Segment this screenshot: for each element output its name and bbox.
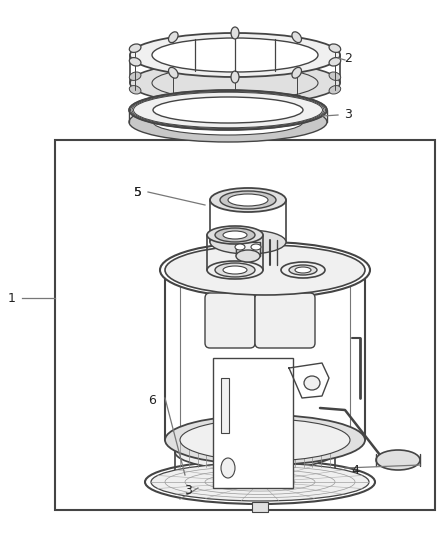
Ellipse shape	[231, 99, 239, 111]
Ellipse shape	[221, 458, 235, 478]
Ellipse shape	[153, 97, 303, 123]
Ellipse shape	[329, 86, 341, 94]
Ellipse shape	[180, 419, 350, 461]
Ellipse shape	[231, 27, 239, 39]
Ellipse shape	[223, 231, 247, 239]
Ellipse shape	[169, 60, 178, 70]
Ellipse shape	[295, 267, 311, 273]
Ellipse shape	[151, 463, 369, 501]
Ellipse shape	[175, 462, 335, 498]
Ellipse shape	[304, 376, 320, 390]
Ellipse shape	[289, 265, 317, 275]
Ellipse shape	[165, 245, 365, 295]
Text: 5: 5	[134, 185, 142, 198]
Ellipse shape	[329, 72, 341, 80]
Ellipse shape	[231, 55, 239, 67]
Text: 3: 3	[344, 109, 352, 122]
Ellipse shape	[130, 61, 340, 105]
Bar	[221, 378, 229, 433]
Ellipse shape	[329, 58, 341, 66]
FancyBboxPatch shape	[205, 293, 255, 348]
Ellipse shape	[235, 244, 245, 250]
Ellipse shape	[376, 450, 420, 470]
Text: 1: 1	[8, 292, 16, 304]
Ellipse shape	[160, 242, 370, 298]
Ellipse shape	[281, 262, 325, 278]
Ellipse shape	[251, 244, 261, 250]
Ellipse shape	[236, 250, 260, 262]
Ellipse shape	[152, 38, 318, 72]
Text: 6: 6	[148, 393, 156, 407]
Ellipse shape	[145, 460, 375, 504]
Ellipse shape	[292, 67, 301, 78]
Text: 4: 4	[351, 464, 359, 477]
Bar	[236, 242, 260, 256]
Ellipse shape	[129, 58, 141, 66]
Ellipse shape	[129, 44, 141, 52]
Ellipse shape	[329, 44, 341, 52]
Ellipse shape	[165, 415, 365, 465]
Ellipse shape	[210, 188, 286, 212]
Ellipse shape	[215, 263, 255, 277]
Ellipse shape	[152, 66, 318, 100]
Ellipse shape	[215, 228, 255, 242]
Ellipse shape	[169, 67, 178, 78]
FancyBboxPatch shape	[255, 293, 315, 348]
Ellipse shape	[210, 230, 286, 254]
Ellipse shape	[292, 95, 301, 106]
Ellipse shape	[207, 226, 263, 244]
Ellipse shape	[220, 191, 276, 209]
Text: 3: 3	[184, 483, 192, 497]
Text: 2: 2	[344, 52, 352, 64]
Ellipse shape	[223, 266, 247, 274]
Text: 5: 5	[134, 185, 142, 198]
Ellipse shape	[207, 261, 263, 279]
Ellipse shape	[292, 32, 301, 43]
Ellipse shape	[175, 434, 335, 470]
Ellipse shape	[228, 194, 268, 206]
Bar	[252, 502, 268, 512]
Bar	[213, 358, 293, 488]
Bar	[55, 140, 435, 510]
Ellipse shape	[169, 32, 178, 43]
Ellipse shape	[169, 95, 178, 106]
Ellipse shape	[129, 72, 141, 80]
Ellipse shape	[129, 90, 327, 130]
Ellipse shape	[129, 86, 141, 94]
Ellipse shape	[231, 71, 239, 83]
Ellipse shape	[129, 102, 327, 142]
Ellipse shape	[292, 60, 301, 70]
Ellipse shape	[130, 33, 340, 77]
Ellipse shape	[153, 109, 303, 135]
